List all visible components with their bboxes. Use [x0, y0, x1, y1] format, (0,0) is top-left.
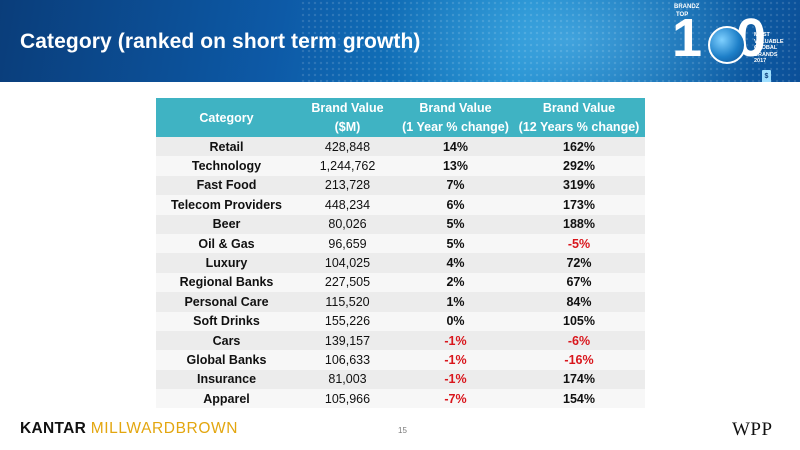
brandz-top-label: TOP	[676, 12, 689, 18]
header-brand-value-1yr: Brand Value	[398, 98, 513, 117]
category-table: Category Brand Value Brand Value Brand V…	[156, 98, 645, 409]
one-year-change-cell: 14%	[398, 137, 513, 157]
twelve-year-change-cell: 154%	[513, 389, 645, 409]
table-row: Apparel 105,966 -7% 154%	[156, 389, 645, 409]
one-year-change-cell: -1%	[398, 330, 513, 351]
one-year-change-cell: 13%	[398, 156, 513, 176]
brand-value-cell: 115,520	[297, 292, 398, 312]
category-growth-table: Category Brand Value Brand Value Brand V…	[156, 98, 645, 409]
wpp-logo: WPP	[732, 419, 773, 440]
category-cell: Insurance	[156, 369, 297, 390]
header-brand-value-12yr: Brand Value	[513, 98, 645, 117]
twelve-year-change-cell: 173%	[513, 195, 645, 215]
one-year-change-cell: 5%	[398, 214, 513, 234]
table-row: Cars 139,157 -1% -6%	[156, 330, 645, 351]
category-cell: Luxury	[156, 253, 297, 273]
one-year-change-cell: 2%	[398, 272, 513, 293]
table-row: Personal Care 115,520 1% 84%	[156, 292, 645, 312]
slide-title: Category (ranked on short term growth)	[20, 30, 421, 53]
one-year-change-cell: -7%	[398, 389, 513, 409]
dollar-tag-icon: $	[762, 70, 771, 82]
brand-value-cell: 227,505	[297, 272, 398, 293]
one-year-change-cell: 4%	[398, 253, 513, 273]
category-cell: Beer	[156, 214, 297, 234]
one-year-change-cell: -1%	[398, 350, 513, 370]
table-row: Technology 1,244,762 13% 292%	[156, 156, 645, 176]
one-year-change-cell: 7%	[398, 175, 513, 196]
twelve-year-change-cell: -5%	[513, 233, 645, 254]
brand-value-cell: 105,966	[297, 389, 398, 409]
category-cell: Fast Food	[156, 175, 297, 196]
category-cell: Personal Care	[156, 292, 297, 312]
category-cell: Global Banks	[156, 350, 297, 370]
brand-value-cell: 155,226	[297, 311, 398, 331]
millward-brown-word: MILLWARDBROWN	[90, 420, 239, 437]
brand-value-cell: 80,026	[297, 214, 398, 234]
one-year-change-cell: 1%	[398, 292, 513, 312]
category-cell: Cars	[156, 330, 297, 351]
brand-value-cell: 106,633	[297, 350, 398, 370]
header-category: Category	[156, 98, 297, 137]
twelve-year-change-cell: 84%	[513, 292, 645, 312]
table-row: Retail 428,848 14% 162%	[156, 137, 645, 157]
brand-value-cell: 139,157	[297, 330, 398, 351]
twelve-year-change-cell: -16%	[513, 350, 645, 370]
brand-value-cell: 96,659	[297, 233, 398, 254]
table-row: Telecom Providers 448,234 6% 173%	[156, 195, 645, 215]
category-cell: Oil & Gas	[156, 233, 297, 254]
header-1yr-change: (1 Year % change)	[398, 117, 513, 137]
category-cell: Regional Banks	[156, 272, 297, 293]
table-row: Luxury 104,025 4% 72%	[156, 253, 645, 273]
category-cell: Technology	[156, 156, 297, 176]
twelve-year-change-cell: 67%	[513, 272, 645, 293]
table-row: Regional Banks 227,505 2% 67%	[156, 272, 645, 293]
one-year-change-cell: -1%	[398, 369, 513, 390]
one-year-change-cell: 0%	[398, 311, 513, 331]
brand-value-cell: 104,025	[297, 253, 398, 273]
one-year-change-cell: 6%	[398, 195, 513, 215]
brandz-tagline: MOST VALUABLE GLOBAL BRANDS 2017	[754, 32, 784, 64]
brandz-number-one: 1	[672, 8, 702, 68]
twelve-year-change-cell: -6%	[513, 330, 645, 351]
table-row: Global Banks 106,633 -1% -16%	[156, 350, 645, 370]
twelve-year-change-cell: 105%	[513, 311, 645, 331]
brand-value-cell: 213,728	[297, 175, 398, 196]
kantar-word: KANTAR	[20, 420, 87, 437]
category-cell: Telecom Providers	[156, 195, 297, 215]
brand-value-cell: 448,234	[297, 195, 398, 215]
twelve-year-change-cell: 162%	[513, 137, 645, 157]
page-number: 15	[398, 426, 407, 435]
kantar-millward-brown-logo: KANTAR MILLWARDBROWN	[20, 420, 238, 438]
brand-value-cell: 1,244,762	[297, 156, 398, 176]
table-row: Insurance 81,003 -1% 174%	[156, 369, 645, 390]
table-header-subrow: ($M) (1 Year % change) (12 Years % chang…	[156, 117, 645, 137]
banner-glow	[380, 0, 760, 82]
category-cell: Soft Drinks	[156, 311, 297, 331]
header-brand-value: Brand Value	[297, 98, 398, 117]
category-cell: Apparel	[156, 389, 297, 409]
one-year-change-cell: 5%	[398, 233, 513, 254]
header-banner: Category (ranked on short term growth) B…	[0, 0, 800, 82]
twelve-year-change-cell: 72%	[513, 253, 645, 273]
brandz-word: BRANDZ	[674, 4, 700, 10]
twelve-year-change-cell: 319%	[513, 175, 645, 196]
twelve-year-change-cell: 174%	[513, 369, 645, 390]
globe-icon	[708, 26, 746, 64]
brand-value-cell: 81,003	[297, 369, 398, 390]
table-row: Fast Food 213,728 7% 319%	[156, 175, 645, 196]
header-brand-value-unit: ($M)	[297, 117, 398, 137]
table-header-row: Category Brand Value Brand Value Brand V…	[156, 98, 645, 137]
table-row: Beer 80,026 5% 188%	[156, 214, 645, 234]
table-row: Soft Drinks 155,226 0% 105%	[156, 311, 645, 331]
header-12yr-change: (12 Years % change)	[513, 117, 645, 137]
category-cell: Retail	[156, 137, 297, 157]
table-row: Oil & Gas 96,659 5% -5%	[156, 233, 645, 254]
twelve-year-change-cell: 292%	[513, 156, 645, 176]
twelve-year-change-cell: 188%	[513, 214, 645, 234]
brand-value-cell: 428,848	[297, 137, 398, 157]
